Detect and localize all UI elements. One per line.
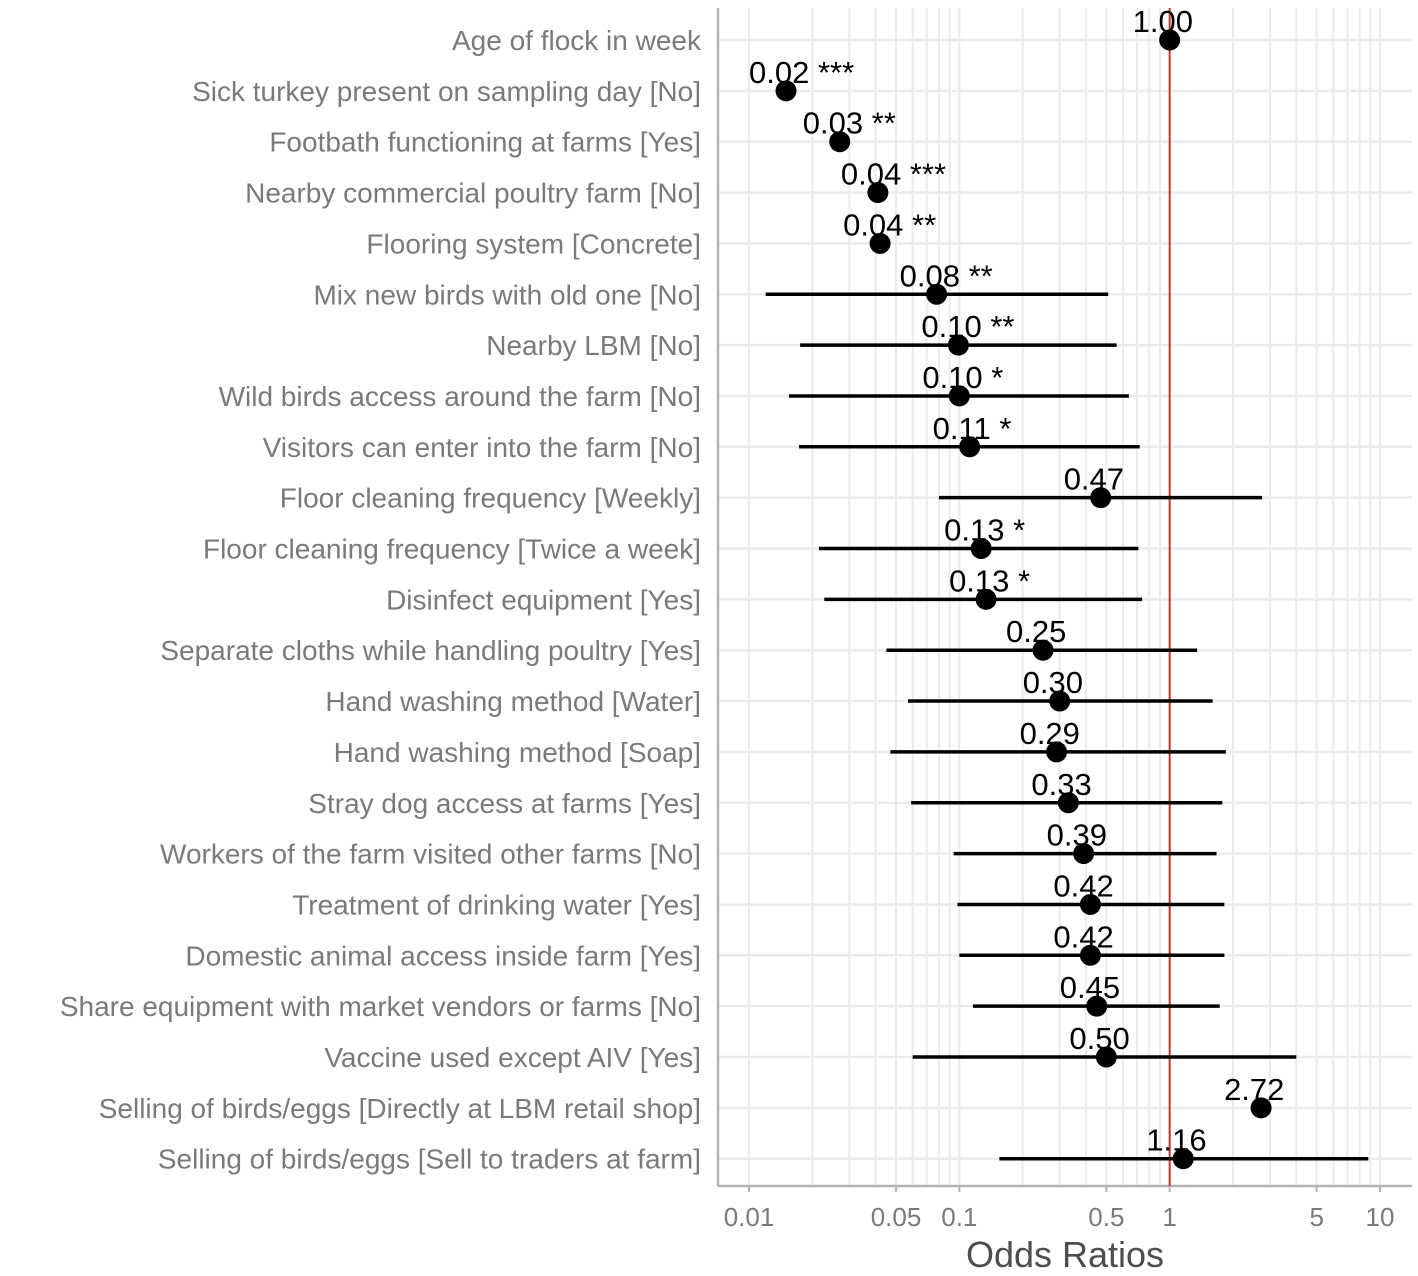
or-point <box>959 436 981 458</box>
or-point <box>869 232 891 254</box>
value-label: 0.42 <box>1053 868 1113 903</box>
value-label: 0.13 * <box>944 513 1025 548</box>
row-label: Workers of the farm visited other farms … <box>160 839 701 870</box>
x-tick-labels: 0.01 0.05 0.1 0.5 1 5 10 <box>724 1202 1395 1232</box>
value-label: 0.45 <box>1060 970 1120 1005</box>
value-label: 0.11 * <box>933 411 1012 446</box>
row-label: Hand washing method [Soap] <box>334 737 701 768</box>
row-label: Wild birds access around the farm [No] <box>219 381 701 412</box>
row-label: Treatment of drinking water [Yes] <box>292 889 701 920</box>
row-label: Age of flock in week <box>452 25 702 56</box>
value-label: 0.10 ** <box>921 309 1014 344</box>
grid-lines <box>718 8 1412 1186</box>
or-point <box>926 283 948 305</box>
value-label: 1.00 <box>1133 4 1193 39</box>
or-point <box>1073 843 1095 865</box>
or-point <box>1086 995 1108 1017</box>
value-label: 0.50 <box>1069 1021 1129 1056</box>
or-point <box>867 182 889 204</box>
or-point <box>1049 690 1071 712</box>
row-label: Floor cleaning frequency [Twice a week] <box>203 534 701 565</box>
or-point <box>970 538 992 559</box>
x-tick-label: 10 <box>1366 1202 1395 1232</box>
value-label: 0.13 * <box>949 563 1030 598</box>
row-label: Sick turkey present on sampling day [No] <box>192 76 701 107</box>
or-point <box>1046 741 1068 763</box>
or-point <box>975 588 997 610</box>
value-label: 0.39 <box>1047 818 1107 853</box>
x-tick-label: 5 <box>1309 1202 1323 1232</box>
row-label: Disinfect equipment [Yes] <box>386 584 701 615</box>
row-label: Hand washing method [Water] <box>325 686 701 717</box>
value-label: 1.16 <box>1146 1123 1206 1158</box>
or-point <box>829 131 851 153</box>
or-point <box>1090 487 1112 509</box>
value-label: 0.04 *** <box>841 157 946 192</box>
row-labels: Age of flock in week Sick turkey present … <box>60 25 702 1175</box>
value-label: 0.33 <box>1031 767 1091 802</box>
value-label: 0.04 ** <box>843 207 936 242</box>
value-label: 0.29 <box>1020 716 1080 751</box>
or-point <box>948 385 970 407</box>
or-point <box>1172 1148 1194 1170</box>
x-tick-label: 0.01 <box>724 1202 775 1232</box>
x-tick-label: 0.1 <box>941 1202 977 1232</box>
row-label: Domestic animal access inside farm [Yes] <box>185 940 701 971</box>
row-label: Selling of birds/eggs [Directly at LBM r… <box>99 1093 701 1124</box>
x-axis-title: Odds Ratios <box>966 1234 1164 1275</box>
row-label: Vaccine used except AIV [Yes] <box>324 1042 701 1073</box>
or-point <box>1159 29 1181 51</box>
row-label: Visitors can enter into the farm [No] <box>263 432 701 463</box>
row-label: Mix new birds with old one [No] <box>313 279 701 310</box>
row-label: Nearby LBM [No] <box>486 330 701 361</box>
or-point <box>1095 1046 1117 1068</box>
row-label: Selling of birds/eggs [Sell to traders a… <box>158 1144 701 1175</box>
row-label: Separate cloths while handling poultry [… <box>160 635 701 666</box>
value-label: 0.30 <box>1023 665 1083 700</box>
value-label: 0.42 <box>1053 919 1113 954</box>
x-tick-label: 1 <box>1162 1202 1176 1232</box>
row-label: Share equipment with market vendors or f… <box>60 991 701 1022</box>
or-point <box>1079 893 1101 915</box>
value-label: 0.03 ** <box>803 106 896 141</box>
value-labels: 1.00 0.02 *** 0.03 ** 0.04 *** 0.04 ** 0.08 *… <box>749 4 1284 1158</box>
row-label: Stray dog access at farms [Yes] <box>308 788 701 819</box>
value-label: 0.02 *** <box>749 55 854 90</box>
value-label: 0.10 * <box>922 360 1003 395</box>
or-point <box>1079 944 1101 966</box>
or-point <box>1250 1097 1272 1119</box>
or-point <box>1032 639 1054 661</box>
x-tick-label: 0.5 <box>1088 1202 1124 1232</box>
value-label: 0.47 <box>1064 462 1124 497</box>
axes <box>716 8 1412 1192</box>
row-label: Footbath functioning at farms [Yes] <box>269 127 701 158</box>
odds-ratio-points <box>775 29 1272 1170</box>
or-point <box>947 334 969 356</box>
or-point <box>775 80 797 102</box>
row-label: Nearby commercial poultry farm [No] <box>245 178 701 209</box>
x-tick-label: 0.05 <box>871 1202 922 1232</box>
row-label: Floor cleaning frequency [Weekly] <box>280 483 701 514</box>
value-label: 0.08 ** <box>900 258 993 293</box>
value-label: 2.72 <box>1224 1072 1284 1107</box>
or-point <box>1057 792 1079 814</box>
value-label: 0.25 <box>1006 614 1066 649</box>
row-label: Flooring system [Concrete] <box>366 228 701 259</box>
